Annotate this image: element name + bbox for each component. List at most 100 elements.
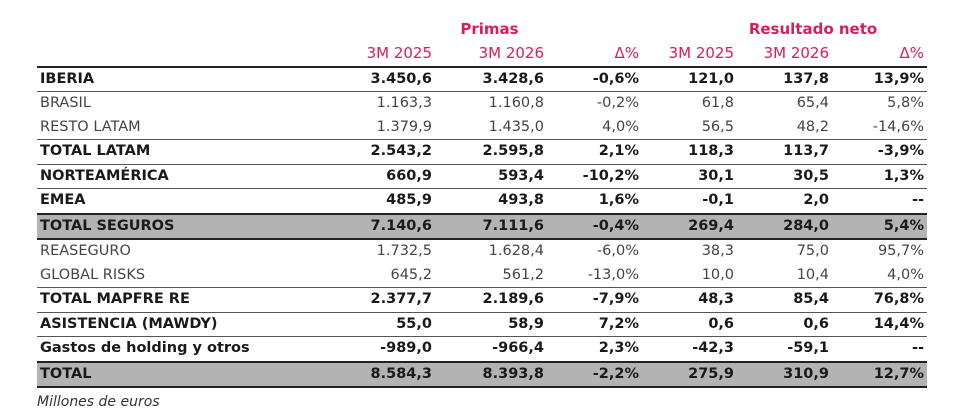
row-label: Gastos de holding y otros [40, 340, 250, 356]
cell-value: -0,2% [596, 95, 639, 111]
cell-value: 660,9 [386, 167, 432, 184]
cell-value: 56,5 [701, 118, 734, 135]
cell-value: -966,4 [492, 340, 544, 356]
cell-value: 310,9 [737, 361, 832, 387]
cell-value: 113,7 [783, 143, 829, 159]
cell-value: 269,4 [642, 213, 737, 239]
cell-value: 2.543,2 [370, 143, 432, 159]
row-label: TOTAL LATAM [40, 143, 151, 159]
cell-value: 14,4% [873, 315, 925, 332]
table-row: TOTAL MAPFRE RE 2.377,7 2.189,6 -7,9% 48,3 85… [37, 287, 928, 313]
cell-value: 30,5 [793, 167, 829, 184]
cell-value: 10,0 [701, 266, 734, 283]
cell-value: 48,2 [796, 118, 829, 135]
cell-value: 58,9 [508, 315, 544, 332]
cell-value: 1.160,8 [488, 95, 544, 111]
cell-value: 4,0% [887, 266, 925, 283]
cell-value: 7,2% [598, 315, 639, 332]
table-row: RESTO LATAM 1.379,9 1.435,0 4,0% 56,5 48,2 -14… [37, 116, 927, 140]
cell-value: -13,0% [587, 266, 639, 283]
cell-value: -- [911, 192, 925, 208]
cell-value: -10,2% [582, 167, 639, 184]
cell-value: -2,2% [547, 361, 642, 387]
cell-value: 13,9% [873, 70, 925, 87]
cell-value: 2.595,8 [482, 143, 544, 159]
cell-value: 0,6 [708, 315, 734, 332]
row-label: TOTAL MAPFRE RE [40, 291, 190, 307]
cell-value: 7.140,6 [337, 213, 435, 239]
cell-value: 118,3 [688, 143, 734, 159]
row-label: REASEGURO [40, 243, 131, 259]
cell-value: 645,2 [390, 266, 432, 283]
cell-value: 1.628,4 [488, 243, 544, 259]
table-row: ASISTENCIA (MAWDY) 55,0 58,9 7,2% 0,6 0,6 14,4… [37, 312, 928, 337]
table-row: REASEGURO 1.732,5 1.628,4 -6,0% 38,3 75,0 95,7… [37, 239, 928, 264]
cell-value: 2,0 [803, 192, 829, 208]
cell-value: 12,7% [832, 361, 928, 387]
table-row: IBERIA 3.450,6 3.428,6 -0,6% 121,0 137,8 13,9% [37, 66, 928, 92]
cell-value: 593,4 [498, 167, 544, 184]
cell-value: -989,0 [380, 340, 432, 356]
cell-value: -59,1 [787, 340, 829, 356]
cell-value: -0,4% [547, 213, 642, 239]
col-header: 3M 2026 [478, 44, 544, 62]
table-row: Gastos de holding y otros -989,0 -966,4 2,3… [37, 336, 928, 362]
group-resultado-neto: Resultado neto [748, 20, 878, 39]
cell-value: -3,9% [877, 143, 925, 159]
cell-value: 30,1 [698, 167, 734, 184]
row-label: BRASIL [40, 95, 91, 111]
cell-value: 38,3 [701, 243, 734, 259]
col-header: Δ% [614, 44, 639, 62]
row-label: RESTO LATAM [40, 118, 141, 135]
cell-value: 2.189,6 [482, 291, 544, 307]
cell-value: 8.393,8 [435, 361, 547, 387]
cell-value: 1.732,5 [376, 243, 432, 259]
cell-value: 561,2 [502, 266, 544, 283]
cell-value: -0,1 [702, 192, 734, 208]
cell-value: 1.379,9 [376, 118, 432, 135]
cell-value: 7.111,6 [435, 213, 547, 239]
col-header: 3M 2025 [366, 44, 432, 62]
col-header: 3M 2025 [668, 44, 734, 62]
table-row: TOTAL LATAM 2.543,2 2.595,8 2,1% 118,3 113,7 -… [37, 139, 928, 165]
table-row: GLOBAL RISKS 645,2 561,2 -13,0% 10,0 10,4 4,0% [37, 264, 927, 288]
cell-value: 55,0 [396, 315, 432, 332]
cell-value: 1,6% [598, 192, 639, 208]
cell-value: -6,0% [596, 243, 639, 259]
cell-value: 2,1% [598, 143, 639, 159]
row-label: EMEA [40, 192, 86, 208]
row-label: TOTAL [37, 361, 337, 387]
row-label: IBERIA [40, 70, 95, 87]
row-label: TOTAL SEGUROS [37, 213, 337, 239]
footnote: Millones de euros [37, 394, 160, 410]
cell-value: 5,8% [887, 95, 925, 111]
cell-value: 48,3 [698, 291, 734, 307]
col-header: Δ% [899, 44, 925, 62]
table-row: TOTAL SEGUROS 7.140,6 7.111,6 -0,4% 269,4 284… [37, 213, 928, 239]
table-row: EMEA 485,9 493,8 1,6% -0,1 2,0 -- [37, 188, 928, 214]
cell-value: -0,6% [592, 70, 639, 87]
results-table: Primas Resultado neto 3M 2025 3M 2026 Δ%… [37, 18, 928, 388]
cell-value: 1,3% [883, 167, 925, 184]
cell-value: -14,6% [872, 118, 925, 135]
cell-value: 3.428,6 [482, 70, 544, 87]
cell-value: -- [911, 340, 925, 356]
table-row: NORTEAMÉRICA 660,9 593,4 -10,2% 30,1 30,5 1,3% [37, 164, 928, 189]
cell-value: 2,3% [598, 340, 639, 356]
column-header-row: 3M 2025 3M 2026 Δ% 3M 2025 3M 2026 Δ% [37, 42, 927, 67]
cell-value: -7,9% [592, 291, 639, 307]
group-primas: Primas [460, 20, 519, 39]
cell-value: 4,0% [602, 118, 639, 135]
cell-value: 76,8% [873, 291, 925, 307]
cell-value: 0,6 [803, 315, 829, 332]
cell-value: -42,3 [692, 340, 734, 356]
cell-value: 275,9 [642, 361, 737, 387]
cell-value: 75,0 [796, 243, 829, 259]
cell-value: 493,8 [498, 192, 544, 208]
cell-value: 61,8 [701, 95, 734, 111]
cell-value: 284,0 [737, 213, 832, 239]
col-header: 3M 2026 [763, 44, 829, 62]
cell-value: 10,4 [796, 266, 829, 283]
cell-value: 85,4 [793, 291, 829, 307]
results-table-container: Primas Resultado neto 3M 2025 3M 2026 Δ%… [37, 18, 928, 410]
